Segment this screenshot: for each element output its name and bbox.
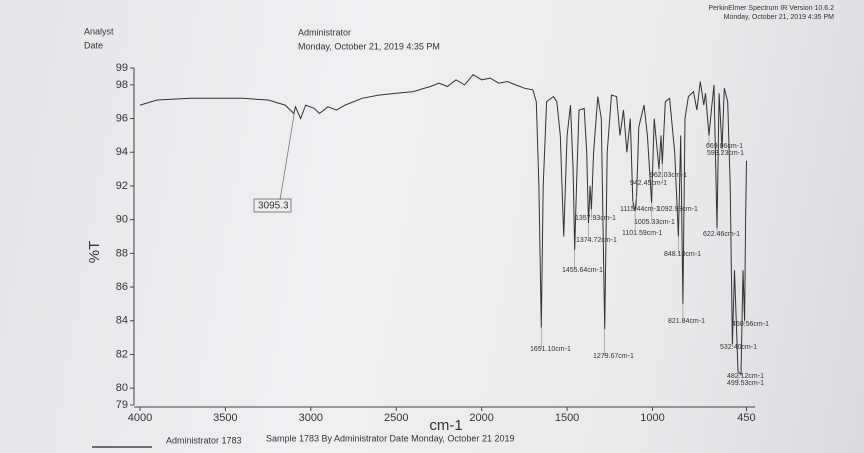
analyst: Administrator [298,27,351,37]
footer-user: Administrator 1783 [166,435,242,445]
y-tick-label: 92 [116,180,128,192]
analyst-label: Analyst [84,26,114,36]
software-date: Monday, October 21, 2019 4:35 PM [724,14,835,21]
x-tick-label: 3500 [213,412,237,424]
annotation-label: 1092.93cm-1 [657,206,698,213]
y-tick-label: 90 [116,214,128,226]
y-tick-label: 98 [116,79,128,91]
annotation-label: 669.06cm-1 [706,143,743,150]
annotation-label: 1101.59cm-1 [622,230,662,237]
annotation-label: 622.46cm-1 [703,231,740,238]
annotation-label: 3095.3 [258,201,289,212]
y-tick-label: 99 [116,62,128,74]
y-tick-label: 84 [116,315,128,327]
x-tick-label: 1000 [640,412,664,424]
x-tick-label: 2500 [384,412,408,424]
plot: 79 80 82 84 86 88 90 92 94 96 98 99 4000 3500 3000 2500… [116,62,769,424]
x-tick-label: 1500 [555,412,579,424]
y-tick-label: 94 [116,146,128,158]
annotation-label: 482.12cm-1 [727,373,764,380]
annotation-label: 848.10cm-1 [664,251,701,258]
annotation-label: 1357.93cm-1 [575,215,616,222]
x-tick-label: 4000 [128,412,152,424]
annotation-label: 1651.10cm-1 [530,346,571,353]
y-tick-label: 86 [116,281,128,293]
annotation-box [253,198,292,213]
x-tick-label: 450 [737,412,755,424]
annotation-label: 1115.44cm-1 [620,206,660,213]
date: Monday, October 21, 2019 4:35 PM [298,41,440,51]
x-tick-label: 2000 [469,412,493,424]
annotation-label: 593.23cm-1 [707,150,744,157]
annotation-label: 821.84cm-1 [668,318,705,325]
footer-sample: Sample 1783 By Administrator Date Monday… [266,433,514,443]
date-label: Date [84,40,103,50]
x-axis-label: cm-1 [429,417,462,434]
y-tick-label: 96 [116,112,128,124]
y-tick-label: 88 [116,247,128,259]
y-tick-label: 79 [116,399,128,411]
y-tick-label: 82 [116,348,128,360]
y-tick-label: 80 [116,382,128,394]
annotation-label: 532.40cm-1 [720,344,757,351]
spectrum-line [139,74,747,376]
y-axis-label: %T [86,241,103,264]
annotation-label: 962.03cm-1 [650,172,687,179]
annotation-label: 1279.67cm-1 [593,353,634,360]
annotation-label: 942.45cm-1 [630,180,667,187]
x-tick-label: 3000 [299,412,323,424]
annotation-label: 499.53cm-1 [727,380,764,387]
annotation-label: 1455.64cm-1 [562,267,603,274]
annotation-leader [279,111,295,201]
annotation-label: 460.56cm-1 [732,321,769,328]
software: PerkinElmer Spectrum IR Version 10.6.2 [708,5,834,12]
annotation-label: 1005.33cm-1 [634,219,675,226]
annotation-label: 1374.72cm-1 [576,237,617,244]
